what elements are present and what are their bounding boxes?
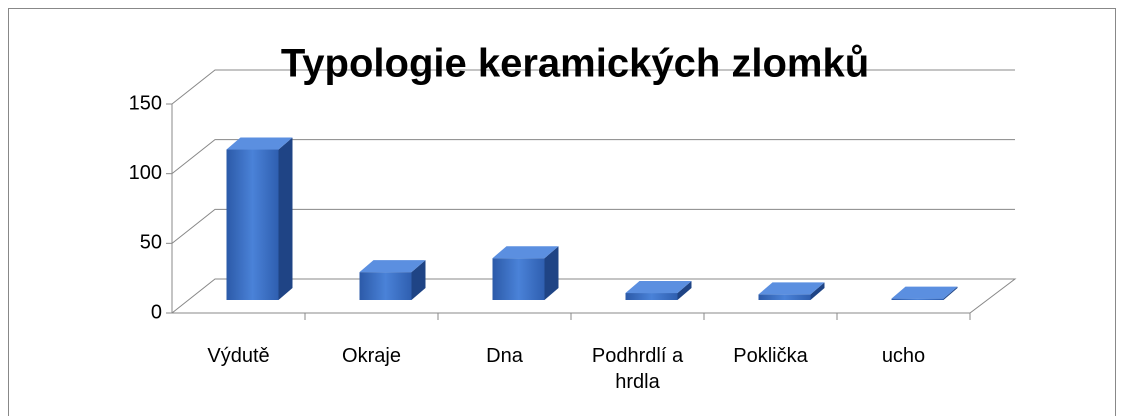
bar-side <box>411 260 426 300</box>
x-tick-label: Poklička <box>733 345 808 367</box>
x-tick-label: Výdutě <box>207 345 270 367</box>
x-tick-label: Okraje <box>342 345 401 367</box>
x-tick-label: Dna <box>486 345 523 367</box>
grid-line <box>171 208 1015 244</box>
y-tick-label: 50 <box>140 232 162 254</box>
bar <box>758 294 811 300</box>
y-tick-label: 0 <box>151 301 162 323</box>
bar-side <box>278 137 293 300</box>
x-tick-label: ucho <box>881 345 926 367</box>
y-tick-label: 150 <box>129 92 162 114</box>
bar-top <box>492 246 559 259</box>
bar <box>226 149 279 300</box>
bar <box>492 258 545 300</box>
floor <box>170 278 1017 314</box>
grid-line <box>171 69 1015 105</box>
y-tick-label: 100 <box>129 162 162 184</box>
bar-side <box>544 246 559 300</box>
bar <box>891 298 944 300</box>
bar-top <box>891 286 958 299</box>
bar-side <box>677 281 692 300</box>
bar-top <box>359 260 426 273</box>
bar <box>625 293 678 300</box>
frame <box>8 8 1116 416</box>
grid-line <box>171 139 1015 175</box>
bar-top <box>226 137 293 150</box>
x-tick-label: Podhrdlí a hrdla <box>591 345 684 393</box>
bar-top <box>625 281 692 294</box>
bar-side <box>943 286 958 300</box>
bar <box>359 272 412 300</box>
bar-side <box>810 282 825 300</box>
chart-title: Typologie keramických zlomků <box>281 42 869 86</box>
bar-top <box>758 282 825 295</box>
